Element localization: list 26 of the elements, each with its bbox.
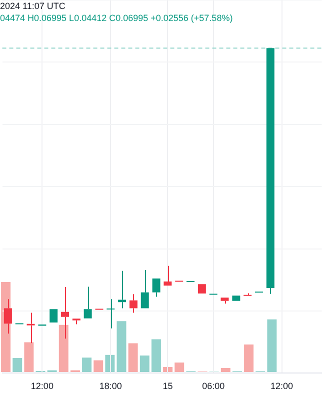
- bar: [151, 339, 161, 372]
- bar: [12, 358, 22, 372]
- bar: [58, 324, 68, 372]
- bar: [267, 319, 277, 372]
- bar: [220, 368, 230, 372]
- x-tick-label: 15: [162, 381, 173, 392]
- candlestick: [106, 298, 115, 329]
- x-tick-label: 18:00: [99, 381, 122, 392]
- bar: [128, 343, 138, 372]
- candlestick: [61, 286, 70, 340]
- bar: [116, 321, 126, 372]
- x-tick-label: 12:00: [30, 381, 54, 392]
- candlestick: [4, 298, 12, 334]
- chart-title: 2024 11:07 UTC: [0, 1, 66, 11]
- bar: [1, 282, 11, 372]
- candlestick: [118, 270, 126, 309]
- bar: [82, 358, 92, 372]
- x-tick-label: 12:00: [270, 381, 294, 392]
- x-tick-label: 06:00: [202, 381, 225, 392]
- bar: [94, 360, 104, 372]
- bar: [140, 356, 150, 372]
- bar: [174, 362, 184, 372]
- bar: [244, 344, 254, 372]
- bar: [24, 342, 34, 372]
- chart-subtitle: 04474 H0.06995 L0.04412 C0.06995 +0.02556 (+57.58%): [0, 13, 233, 23]
- candlestick: [26, 312, 35, 344]
